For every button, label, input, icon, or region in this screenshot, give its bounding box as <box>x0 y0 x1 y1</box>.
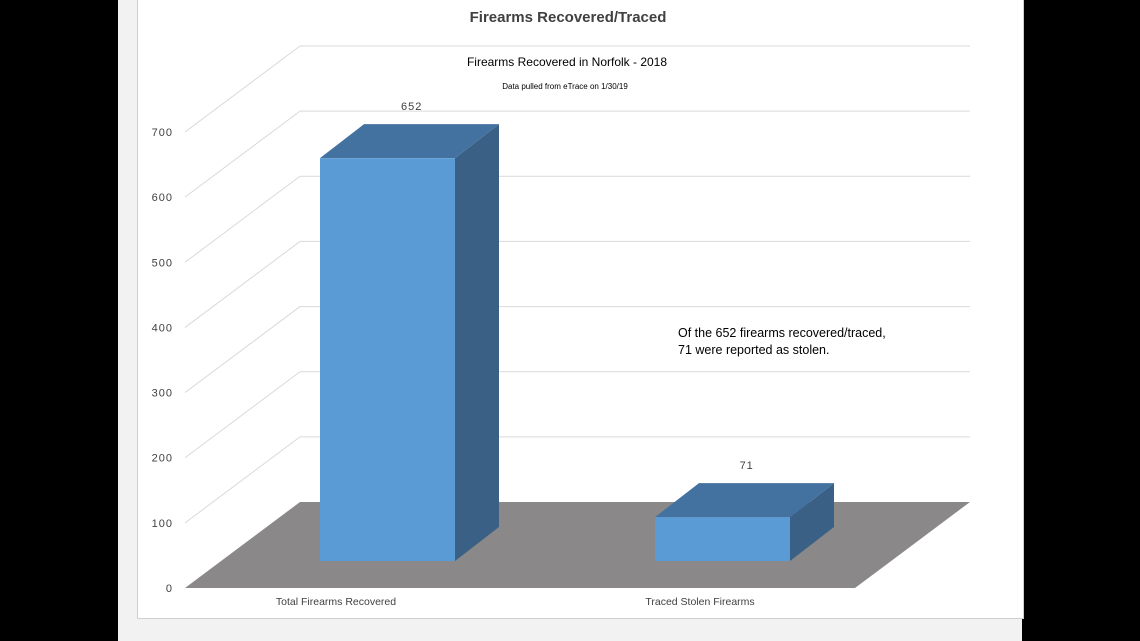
annotation-line-1: Of the 652 firearms recovered/traced, <box>678 326 886 340</box>
data-labels: 652 71 <box>401 101 754 472</box>
gridline-diagonal <box>184 306 301 393</box>
bar-side <box>790 483 834 561</box>
y-tick-label: 500 <box>152 257 173 269</box>
gridline-diagonal <box>184 241 301 328</box>
chart-floor <box>185 502 970 588</box>
chart-subtitle: Firearms Recovered in Norfolk - 2018 <box>467 55 667 69</box>
bar-side <box>455 124 499 562</box>
y-tick-label: 100 <box>152 518 173 530</box>
y-tick-label: 600 <box>152 192 173 204</box>
gridline-diagonal <box>184 175 301 263</box>
chart-title: Firearms Recovered/Traced <box>470 9 667 26</box>
gridlines <box>184 45 970 524</box>
data-source-note: Data pulled from eTrace on 1/30/19 <box>502 82 628 91</box>
bar-2 <box>655 483 834 561</box>
y-tick-label: 400 <box>152 322 173 334</box>
bar-top <box>655 483 834 518</box>
y-axis-ticks: 0 100 200 300 400 500 600 700 <box>152 127 173 595</box>
bar-front <box>320 158 455 561</box>
category-label: Total Firearms Recovered <box>276 596 396 608</box>
bar-front <box>655 517 790 561</box>
data-label: 652 <box>401 101 422 113</box>
gridline-diagonal <box>184 371 301 459</box>
category-label: Traced Stolen Firearms <box>645 596 754 608</box>
y-tick-label: 300 <box>152 388 173 400</box>
data-label: 71 <box>740 460 754 472</box>
annotation-line-2: 71 were reported as stolen. <box>678 343 829 357</box>
gridline-diagonal <box>184 110 301 198</box>
y-tick-label: 700 <box>152 127 173 139</box>
bar-top <box>320 124 499 159</box>
category-labels: Total Firearms Recovered Traced Stolen Fi… <box>276 596 755 608</box>
y-tick-label: 0 <box>166 583 173 595</box>
gridline-diagonal <box>184 45 301 133</box>
gridline-diagonal <box>184 436 301 524</box>
bars <box>320 124 834 562</box>
y-tick-label: 200 <box>152 453 173 465</box>
bar-1 <box>320 124 499 562</box>
